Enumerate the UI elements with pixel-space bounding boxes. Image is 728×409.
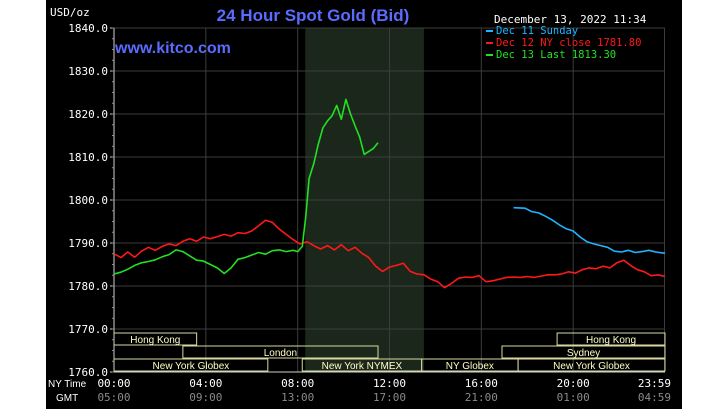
chart-panel: Hong Kong Hong Kong London Sydney New York G… bbox=[46, 0, 682, 409]
kitco-watermark: www.kitco.com bbox=[114, 40, 231, 57]
grid-lines bbox=[113, 27, 666, 373]
x-tick-label-ny: 08:00 bbox=[281, 377, 314, 390]
x-tick-label-ny: 20:00 bbox=[557, 377, 590, 390]
session-label: Hong Kong bbox=[130, 335, 180, 346]
session-label: Sydney bbox=[567, 348, 600, 359]
series-line-3 bbox=[113, 98, 379, 275]
price-lines bbox=[113, 98, 666, 289]
y-axis-unit-label: USD/oz bbox=[50, 6, 90, 19]
ny-time-label: NY Time bbox=[48, 379, 87, 390]
timestamp: December 13, 2022 11:34 bbox=[494, 13, 647, 26]
y-tick-label: 1770.0 bbox=[68, 323, 108, 336]
legend-entry: Dec 11 Sunday bbox=[496, 25, 578, 37]
legend-entry: Dec 13 Last 1813.30 bbox=[496, 49, 616, 61]
session-label: Hong Kong bbox=[586, 335, 636, 346]
series-line-2 bbox=[113, 219, 666, 289]
x-tick-label-gmt: 13:00 bbox=[281, 391, 314, 404]
y-tick-label: 1810.0 bbox=[68, 151, 108, 164]
x-tick-label-gmt: 05:00 bbox=[97, 391, 130, 404]
x-tick-label-ny: 16:00 bbox=[465, 377, 498, 390]
gmt-label: GMT bbox=[56, 393, 78, 404]
y-tick-label: 1840.0 bbox=[68, 22, 108, 35]
x-tick-label-ny: 12:00 bbox=[373, 377, 406, 390]
x-tick-label-gmt: 09:00 bbox=[189, 391, 222, 404]
y-tick-label: 1790.0 bbox=[68, 237, 108, 250]
legend-entry: Dec 12 NY close 1781.80 bbox=[496, 37, 641, 49]
y-tick-label: 1830.0 bbox=[68, 65, 108, 78]
x-tick-label-ny: 00:00 bbox=[97, 377, 130, 390]
y-tick-label: 1760.0 bbox=[68, 366, 108, 379]
chart-title: 24 Hour Spot Gold (Bid) bbox=[217, 6, 410, 25]
x-tick-label-gmt: 21:00 bbox=[465, 391, 498, 404]
y-tick-label: 1820.0 bbox=[68, 108, 108, 121]
session-box bbox=[501, 345, 666, 359]
series-line-1 bbox=[513, 206, 666, 255]
y-axis: 1840.0 1830.0 1820.0 1810.0 1800.0 1790.0 1780… bbox=[68, 22, 114, 379]
session-label: London bbox=[264, 348, 297, 359]
gold-price-chart: Hong Kong Hong Kong London Sydney New York G… bbox=[46, 0, 682, 409]
x-tick-label-ny: 04:00 bbox=[189, 377, 222, 390]
y-tick-label: 1800.0 bbox=[68, 194, 108, 207]
session-box bbox=[556, 332, 666, 346]
session-label: NY Globex bbox=[446, 361, 494, 372]
session-box bbox=[182, 345, 379, 359]
x-tick-label-gmt: 17:00 bbox=[373, 391, 406, 404]
session-box bbox=[517, 358, 666, 372]
session-label: New York NYMEX bbox=[322, 361, 403, 372]
y-tick-label: 1780.0 bbox=[68, 280, 108, 293]
x-tick-label-ny: 23:59 bbox=[638, 377, 671, 390]
x-tick-label-gmt: 01:00 bbox=[557, 391, 590, 404]
session-label: New York Globex bbox=[553, 361, 630, 372]
session-label: New York Globex bbox=[153, 361, 230, 372]
x-tick-label-gmt: 04:59 bbox=[638, 391, 671, 404]
